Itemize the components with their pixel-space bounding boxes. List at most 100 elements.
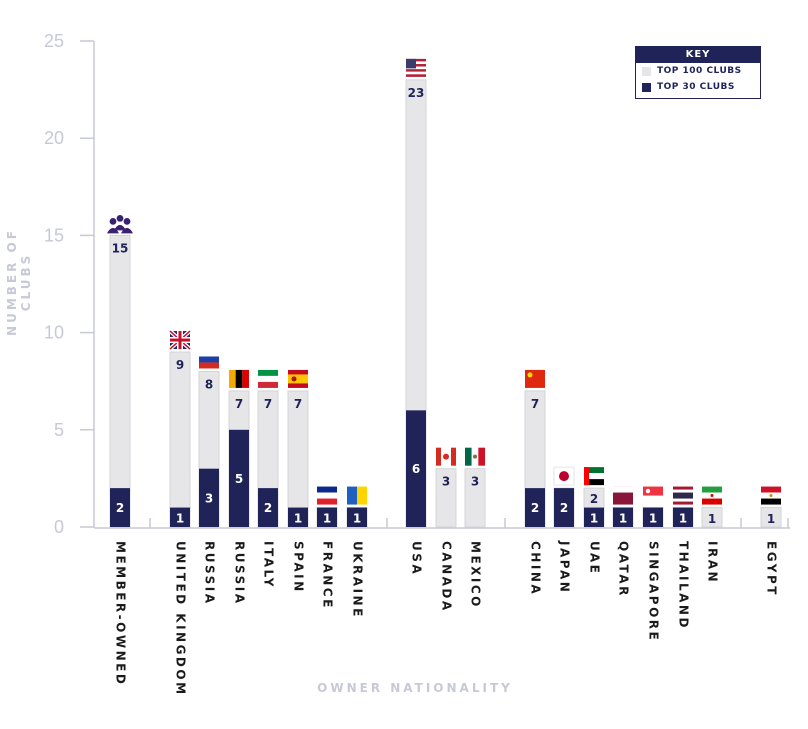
bar-top30 (110, 488, 130, 527)
category-label: USA (410, 541, 424, 576)
top100-value-label: 1 (708, 512, 716, 526)
category-label: IRAN (706, 541, 720, 584)
bar-top30 (554, 488, 574, 527)
bar-top30 (525, 488, 545, 527)
category-label: CHINA (529, 541, 543, 596)
top100-value-label: 1 (767, 512, 775, 526)
y-tick-label: 10 (44, 323, 64, 343)
top100-value-label: 3 (442, 475, 450, 489)
canada-flag-icon (436, 447, 456, 466)
category-label: EGYPT (765, 541, 779, 597)
uk-flag-icon (168, 329, 192, 351)
y-tick-label: 0 (54, 517, 64, 537)
bar-top100 (701, 507, 723, 528)
legend-item-top100: TOP 100 CLUBS (636, 63, 760, 79)
x-axis-label: OWNER NATIONALITY (317, 681, 513, 695)
legend-label-top30: TOP 30 CLUBS (657, 82, 735, 92)
y-tick-label: 15 (44, 225, 64, 245)
bar-top100 (760, 507, 782, 528)
bar-top30 (170, 507, 190, 527)
people-icon (107, 215, 133, 234)
y-tick-label: 20 (44, 128, 64, 148)
top30-value-label: 5 (235, 472, 243, 486)
top30-value-label: 1 (323, 512, 331, 526)
bar-top30 (288, 507, 308, 527)
bar-top30 (199, 468, 219, 527)
china-flag-icon (525, 369, 545, 388)
russia-flag-icon (199, 350, 219, 369)
bar-top100 (464, 468, 486, 528)
bar-top30 (406, 410, 426, 527)
top100-value-label: 7 (235, 397, 243, 411)
egypt-flag-icon (761, 486, 781, 505)
legend-title: KEY (636, 47, 760, 63)
bar-top30 (584, 507, 604, 527)
japan-flag-icon (553, 466, 575, 486)
top100-value-label: 8 (205, 377, 213, 391)
germany-flag-icon (229, 369, 249, 388)
top100-value-label: 15 (112, 241, 129, 255)
usa-flag-icon (406, 58, 426, 77)
category-label: MEXICO (469, 541, 483, 609)
top30-value-label: 2 (116, 501, 124, 515)
category-label: ITALY (262, 541, 276, 589)
france-flag-icon (317, 486, 337, 505)
qatar-flag-icon (613, 486, 633, 505)
category-label: JAPAN (558, 540, 572, 594)
top100-value-label: 23 (408, 86, 425, 100)
category-label: MEMBER-OWNED (114, 541, 128, 686)
top30-value-label: 2 (560, 501, 568, 515)
category-label: UNITED KINGDOM (174, 541, 188, 697)
top30-value-label: 6 (412, 462, 420, 476)
category-label: FRANCE (321, 541, 335, 610)
legend-swatch-top30 (642, 82, 651, 92)
ukraine-flag-icon (347, 486, 367, 505)
top30-value-label: 1 (619, 512, 627, 526)
italy-flag-icon (258, 369, 278, 388)
top30-value-label: 1 (294, 512, 302, 526)
category-label: QATAR (617, 541, 631, 598)
y-tick-label: 5 (54, 420, 64, 440)
top100-value-label: 7 (264, 397, 272, 411)
bar-top30 (229, 429, 249, 527)
top30-value-label: 2 (531, 501, 539, 515)
top100-value-label: 9 (176, 358, 184, 372)
category-label: UKRAINE (351, 541, 365, 619)
top30-value-label: 1 (649, 512, 657, 526)
bar-top30 (673, 507, 693, 527)
bar-top100 (435, 468, 457, 528)
singapore-flag-icon (643, 486, 663, 505)
category-label: SPAIN (292, 541, 306, 594)
bar-top30 (613, 507, 633, 527)
uae-flag-icon (584, 467, 604, 486)
legend-label-top100: TOP 100 CLUBS (657, 66, 742, 76)
category-label: UAE (588, 541, 602, 575)
legend-item-top30: TOP 30 CLUBS (636, 79, 760, 95)
bar-top30 (643, 507, 663, 527)
top30-value-label: 1 (176, 512, 184, 526)
top30-value-label: 2 (264, 501, 272, 515)
category-label: RUSSIA (233, 541, 247, 605)
mexico-flag-icon (465, 447, 485, 466)
thailand-flag-icon (673, 486, 693, 505)
top100-value-label: 7 (531, 397, 539, 411)
top100-value-label: 3 (471, 475, 479, 489)
bar-top100 (287, 390, 309, 528)
spain-flag-icon (288, 369, 308, 388)
y-axis-label: NUMBER OF CLUBS (5, 228, 33, 336)
y-tick-label: 25 (44, 31, 64, 51)
category-label: CANADA (440, 541, 454, 613)
category-label: SINGAPORE (647, 541, 661, 642)
category-label: THAILAND (677, 541, 691, 630)
top30-value-label: 3 (205, 491, 213, 505)
top100-value-label: 7 (294, 397, 302, 411)
top30-value-label: 1 (353, 512, 361, 526)
bar-top100 (109, 234, 131, 528)
category-label: RUSSIA (203, 541, 217, 605)
top30-value-label: 1 (679, 512, 687, 526)
top100-value-label: 2 (590, 492, 598, 506)
bar-top30 (258, 488, 278, 527)
bar-top100 (169, 351, 191, 528)
legend-swatch-top100 (642, 66, 651, 76)
